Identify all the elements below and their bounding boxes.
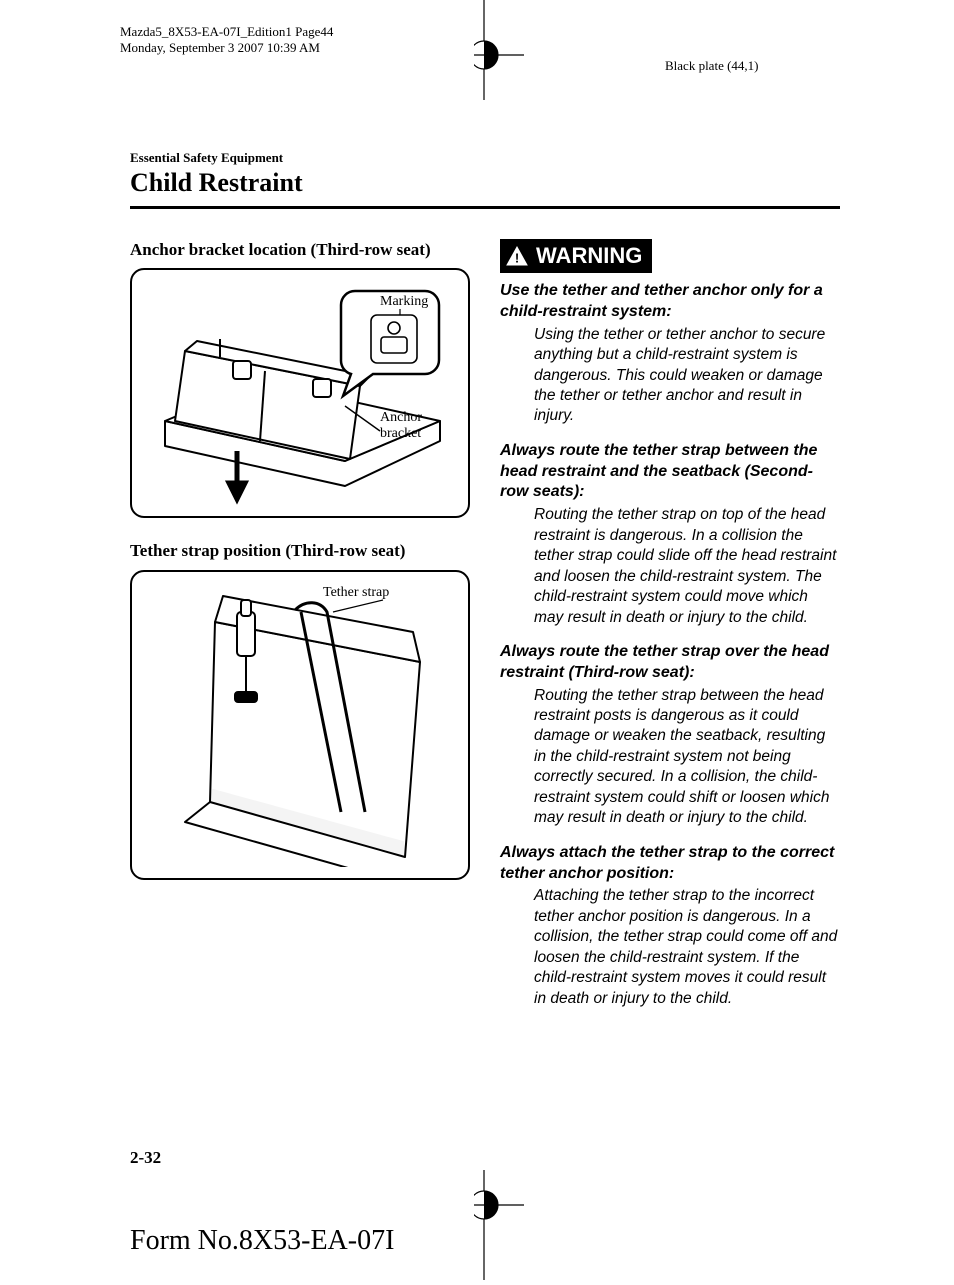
warning-lead-1: Use the tether and tether anchor only fo… <box>500 281 840 323</box>
anchor-bracket-figure: Marking Anchor bracket <box>130 268 470 518</box>
warning-badge: ! WARNING <box>500 239 652 273</box>
form-number: Form No.8X53-EA-07I <box>130 1225 394 1257</box>
fig2-tether-label: Tether strap <box>323 585 389 600</box>
tether-strap-figure: Tether strap <box>130 570 470 880</box>
warning-body-2: Routing the tether strap on top of the h… <box>500 505 840 628</box>
crop-mark-top-icon <box>474 0 534 105</box>
black-plate-label: Black plate (44,1) <box>665 58 759 74</box>
warning-block-2: Always route the tether strap between th… <box>500 441 840 628</box>
warning-block-4: Always attach the tether strap to the co… <box>500 843 840 1009</box>
warning-block-1: Use the tether and tether anchor only fo… <box>500 281 840 427</box>
section-title: Child Restraint <box>130 168 840 198</box>
warning-label: WARNING <box>536 243 642 269</box>
warning-lead-2: Always route the tether strap between th… <box>500 441 840 503</box>
section-rule <box>130 206 840 209</box>
print-header-line1: Mazda5_8X53-EA-07I_Edition1 Page44 <box>120 24 333 40</box>
fig1-marking-label: Marking <box>380 294 428 309</box>
print-header-line2: Monday, September 3 2007 10:39 AM <box>120 40 333 56</box>
tether-strap-heading: Tether strap position (Third-row seat) <box>130 540 470 561</box>
right-column: ! WARNING Use the tether and tether anch… <box>500 239 840 1023</box>
page-number: 2-32 <box>130 1148 161 1168</box>
warning-triangle-icon: ! <box>506 246 528 266</box>
left-column: Anchor bracket location (Third-row seat) <box>130 239 470 1023</box>
section-supertitle: Essential Safety Equipment <box>130 150 840 166</box>
warning-body-4: Attaching the tether strap to the incorr… <box>500 886 840 1009</box>
warning-body-3: Routing the tether strap between the hea… <box>500 686 840 829</box>
warning-lead-4: Always attach the tether strap to the co… <box>500 843 840 885</box>
fig1-anchor-label-1: Anchor <box>380 410 422 425</box>
fig1-anchor-label-2: bracket <box>380 426 421 441</box>
warning-block-3: Always route the tether strap over the h… <box>500 642 840 829</box>
warning-body-1: Using the tether or tether anchor to sec… <box>500 325 840 427</box>
print-header: Mazda5_8X53-EA-07I_Edition1 Page44 Monda… <box>120 24 333 57</box>
anchor-bracket-heading: Anchor bracket location (Third-row seat) <box>130 239 470 260</box>
svg-text:!: ! <box>515 251 519 266</box>
crop-mark-bottom-icon <box>474 1170 534 1285</box>
warning-lead-3: Always route the tether strap over the h… <box>500 642 840 684</box>
